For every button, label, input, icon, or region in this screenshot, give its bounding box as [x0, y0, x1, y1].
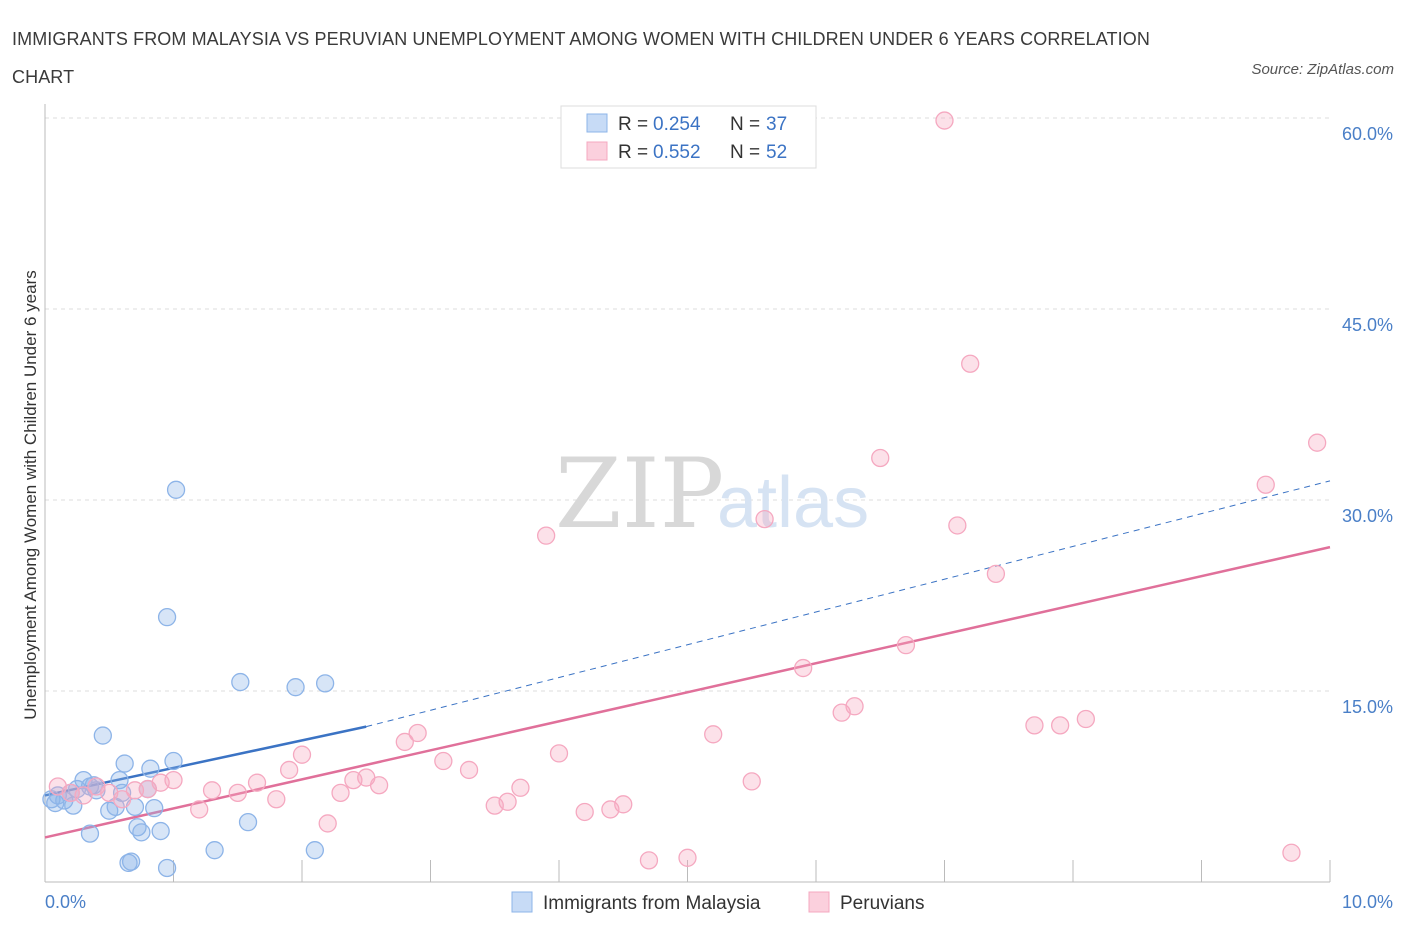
legend-r-label-2: R =: [618, 142, 648, 163]
point-0-19: [132, 823, 151, 842]
point-1-36: [704, 725, 723, 744]
trend-line-dashed-0: [366, 480, 1331, 728]
legend-box: R = 0.254 N = 37 R = 0.552 N = 52: [560, 105, 817, 169]
point-1-53: [1308, 433, 1327, 452]
point-1-39: [794, 658, 813, 678]
watermark-zip: ZIP: [555, 438, 724, 550]
x-tick-label-1: 10.0%: [1342, 892, 1393, 912]
point-1-44: [935, 111, 954, 130]
source-label: Source: ZipAtlas.com: [1251, 61, 1394, 78]
chart-title: IMMIGRANTS FROM MALAYSIA VS PERUVIAN UNE…: [12, 29, 1150, 87]
bottom-legend: Immigrants from Malaysia Peruvians: [511, 891, 925, 914]
bottom-legend-label-malaysia: Immigrants from Malaysia: [543, 893, 761, 914]
point-0-30: [157, 858, 177, 878]
legend-n-value-malaysia: 37: [766, 114, 787, 135]
point-0-35: [305, 841, 325, 860]
point-1-37: [742, 772, 761, 791]
point-0-33: [238, 813, 258, 832]
point-0-24: [157, 607, 177, 627]
point-1-27: [498, 792, 517, 811]
point-1-2: [74, 786, 93, 805]
point-0-34: [286, 678, 305, 697]
point-1-35: [678, 848, 697, 867]
point-1-30: [549, 744, 569, 763]
point-1-5: [112, 790, 132, 809]
point-1-38: [755, 509, 774, 529]
point-0-32: [231, 672, 250, 692]
bottom-legend-label-peruvians: Peruvians: [840, 893, 925, 914]
point-1-33: [614, 795, 633, 814]
point-1-17: [318, 814, 337, 833]
point-0-36: [315, 674, 335, 693]
bottom-legend-swatch-peruvians: [808, 891, 830, 913]
point-1-50: [1076, 709, 1095, 729]
point-0-29: [121, 852, 141, 871]
point-0-22: [145, 798, 164, 818]
point-1-15: [279, 760, 299, 780]
point-1-24: [434, 751, 453, 771]
point-1-23: [408, 723, 427, 743]
legend-r-value-peruvians: 0.552: [653, 142, 701, 163]
point-1-41: [845, 697, 864, 716]
y-tick-labels: 15.0% 30.0% 45.0% 60.0%: [1342, 124, 1393, 717]
point-1-31: [575, 802, 594, 822]
axes: [44, 104, 1331, 883]
y-tick-label-3: 60.0%: [1342, 124, 1393, 144]
bottom-legend-swatch-malaysia: [511, 891, 533, 913]
legend-n-label-1: N =: [730, 114, 760, 135]
point-0-26: [166, 480, 186, 499]
point-0-31: [205, 841, 224, 860]
point-0-15: [110, 770, 129, 790]
legend-n-label-2: N =: [730, 142, 760, 163]
point-0-25: [164, 751, 183, 771]
point-1-10: [190, 800, 209, 819]
point-1-28: [511, 778, 530, 797]
legend-r-label-1: R =: [618, 114, 648, 135]
point-0-27: [80, 824, 100, 843]
point-1-22: [395, 732, 414, 752]
point-1-45: [948, 516, 967, 535]
y-tick-label-1: 30.0%: [1342, 506, 1393, 526]
x-tick-label-0: 0.0%: [45, 892, 86, 912]
point-0-11: [93, 726, 112, 745]
point-0-21: [141, 759, 160, 778]
legend-swatch-peruvians: [586, 141, 608, 161]
legend-n-value-peruvians: 52: [766, 142, 787, 163]
y-tick-label-0: 15.0%: [1342, 697, 1393, 717]
point-1-51: [1256, 475, 1275, 494]
point-1-49: [1051, 716, 1070, 735]
point-1-9: [164, 770, 183, 790]
legend-r-value-malaysia: 0.254: [653, 114, 701, 135]
grid-lines: [45, 117, 1330, 692]
point-1-18: [331, 783, 350, 803]
point-1-43: [896, 636, 916, 655]
point-1-13: [247, 773, 267, 792]
point-1-48: [1025, 716, 1044, 735]
point-0-23: [151, 821, 170, 841]
point-1-47: [986, 564, 1006, 584]
point-0-16: [115, 754, 134, 773]
point-1-46: [961, 354, 980, 373]
point-1-11: [202, 781, 222, 800]
y-tick-label-2: 45.0%: [1342, 315, 1393, 335]
point-1-16: [292, 745, 312, 764]
point-1-14: [267, 790, 286, 809]
legend-swatch-malaysia: [586, 113, 608, 133]
point-1-42: [871, 448, 890, 468]
data-points: [42, 111, 1327, 878]
point-1-25: [459, 760, 479, 780]
point-1-29: [537, 526, 556, 545]
y-axis-title: Unemployment Among Women with Children U…: [21, 270, 40, 719]
point-1-34: [639, 851, 659, 870]
point-1-52: [1282, 843, 1301, 862]
trend-line-1: [44, 545, 1331, 839]
watermark-atlas: atlas: [717, 463, 869, 543]
point-1-21: [369, 776, 389, 795]
x-tick-labels: 0.0% 10.0%: [45, 892, 1393, 912]
point-1-12: [228, 783, 247, 803]
